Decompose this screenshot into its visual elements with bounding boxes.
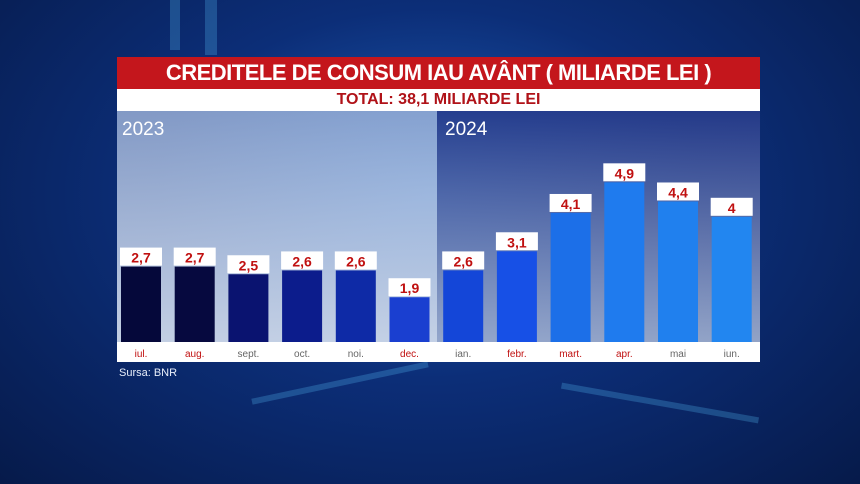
category-label: dec. [400,349,419,360]
value-label-box [657,182,699,201]
bar-noi [335,270,376,342]
value-label-box [442,251,485,270]
category-label: iul. [135,349,148,360]
bar-oct [282,270,323,342]
background-decoration [251,361,429,405]
category-label: aug. [185,349,204,360]
bar-mart [550,212,591,342]
bar-chart: 2,7 iul. 2,7 aug. 2,5 sept. 2,6 oct. 2,6 noi. 1,9 d… [120,163,753,360]
group-label-2023: 2023 [122,119,165,140]
value-label-box [388,278,431,297]
value-label: 4,9 [615,165,635,181]
value-label-box [281,251,324,270]
value-label: 2,6 [346,253,366,269]
value-label-box [173,247,216,266]
group-2023-panel: 2023 [117,111,437,342]
background-decoration [205,0,217,55]
chart-subtitle: TOTAL: 38,1 MILIARDE LEI [117,89,760,111]
chart-title: CREDITELE DE CONSUM IAU AVÂNT ( MILIARDE… [117,57,760,89]
bar-dec [389,297,430,342]
value-label: 1,9 [400,280,420,296]
category-label-strip [117,342,760,362]
value-label: 2,7 [131,250,151,266]
value-label: 2,5 [239,257,259,273]
value-label: 4,4 [668,184,688,200]
category-label: mai [670,349,686,360]
value-label-box [120,247,162,266]
bar-febr [496,251,537,342]
value-label-box [710,197,753,216]
bar-ian [443,270,484,342]
category-label: mart. [559,349,582,360]
value-label-box [495,232,538,251]
source-note: Sursa: BNR [119,367,178,379]
background-decoration [170,0,180,50]
value-label: 2,6 [292,253,312,269]
bar-iul [121,266,161,342]
value-label-box [549,193,592,212]
chart-panel: CREDITELE DE CONSUM IAU AVÂNT ( MILIARDE… [117,57,760,362]
value-label-box [227,255,270,274]
value-label: 4 [728,200,736,216]
category-label: oct. [294,349,310,360]
bar-apr [604,182,645,342]
group-2024-panel: 2024 [437,111,760,342]
value-label-box [334,251,377,270]
group-label-2024: 2024 [445,119,488,140]
value-label: 3,1 [507,234,527,250]
value-label: 2,7 [185,250,205,266]
value-label: 2,6 [453,253,473,269]
bar-sept [228,274,269,342]
value-label: 4,1 [561,196,581,212]
category-label: febr. [507,349,526,360]
bar-iun [711,216,752,342]
background-decoration [560,382,760,424]
bar-mai [658,201,698,342]
category-label: ian. [455,349,471,360]
category-label: noi. [348,349,364,360]
category-label: iun. [724,349,740,360]
category-label: apr. [616,349,633,360]
category-label: sept. [238,349,260,360]
value-label-box [603,163,646,182]
bar-aug [174,266,215,342]
